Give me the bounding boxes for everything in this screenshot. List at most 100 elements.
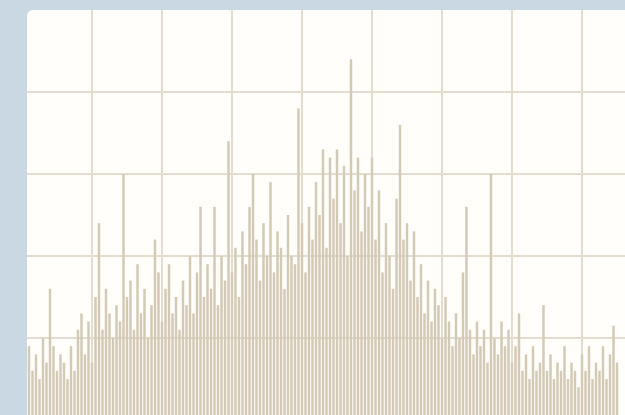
- bar: [363, 174, 367, 415]
- bar: [227, 141, 230, 415]
- bar: [545, 370, 549, 415]
- bar: [486, 362, 489, 415]
- bar: [52, 346, 55, 415]
- bar: [524, 354, 528, 415]
- bar: [398, 124, 402, 415]
- bar: [38, 379, 41, 415]
- bar: [412, 231, 416, 415]
- bar: [146, 338, 150, 415]
- bar: [419, 264, 423, 415]
- bar: [573, 370, 577, 415]
- bar: [143, 288, 146, 415]
- bar: [69, 346, 73, 415]
- bar: [129, 280, 132, 415]
- bar: [475, 321, 479, 415]
- bar: [83, 354, 87, 415]
- bar: [174, 297, 178, 415]
- bar: [531, 346, 535, 415]
- bar: [286, 215, 290, 415]
- bar: [62, 362, 66, 415]
- bar: [237, 297, 241, 415]
- bar: [542, 305, 545, 415]
- bar: [356, 157, 360, 415]
- bar: [213, 206, 216, 415]
- bar: [311, 239, 314, 415]
- bar: [447, 321, 451, 415]
- bar: [353, 190, 356, 415]
- bar: [360, 231, 363, 415]
- bar: [489, 174, 493, 415]
- bar: [265, 256, 269, 415]
- bar: [458, 338, 461, 415]
- bar: [300, 223, 304, 415]
- bar: [234, 247, 237, 415]
- bar: [615, 362, 619, 415]
- bar: [566, 379, 570, 415]
- bar: [580, 354, 584, 415]
- bar: [115, 305, 118, 415]
- bar: [206, 264, 209, 415]
- bar: [185, 305, 188, 415]
- plot-area: [27, 10, 625, 415]
- bar: [440, 338, 444, 415]
- bar: [479, 346, 482, 415]
- bar: [367, 206, 370, 415]
- bar: [132, 329, 136, 415]
- bar: [370, 157, 374, 415]
- bar: [41, 338, 45, 415]
- bar: [262, 223, 265, 415]
- bar: [346, 256, 349, 415]
- bar: [34, 354, 38, 415]
- bar: [139, 313, 143, 415]
- bar: [307, 206, 311, 415]
- bar: [510, 362, 514, 415]
- bar: [374, 239, 377, 415]
- bar: [27, 346, 31, 415]
- bar: [444, 297, 447, 415]
- bar: [591, 379, 594, 415]
- bar: [342, 165, 346, 415]
- bar: [87, 321, 90, 415]
- bar: [90, 362, 94, 415]
- bar: [423, 313, 426, 415]
- bar: [605, 379, 608, 415]
- bar: [416, 297, 419, 415]
- bar: [339, 223, 342, 415]
- bar: [318, 215, 321, 415]
- bar: [570, 362, 573, 415]
- bar: [150, 305, 153, 415]
- bar: [535, 370, 538, 415]
- bar: [45, 362, 48, 415]
- bar: [325, 247, 328, 415]
- bar: [395, 198, 398, 415]
- bar: [426, 280, 430, 415]
- bar: [223, 280, 227, 415]
- bar: [314, 182, 318, 415]
- bar: [377, 190, 381, 415]
- bar: [472, 354, 475, 415]
- bar: [290, 256, 293, 415]
- bar: [48, 288, 52, 415]
- bar: [507, 329, 510, 415]
- bar: [405, 223, 409, 415]
- bar: [388, 256, 391, 415]
- bar: [230, 272, 234, 415]
- bar: [612, 325, 615, 415]
- bar: [402, 239, 405, 415]
- bar: [279, 247, 283, 415]
- bar: [598, 370, 601, 415]
- bar: [384, 223, 388, 415]
- bar: [153, 239, 157, 415]
- bar: [258, 280, 262, 415]
- bar: [528, 379, 531, 415]
- bar: [304, 272, 307, 415]
- bar: [272, 272, 276, 415]
- bar: [587, 346, 591, 415]
- bar: [514, 346, 517, 415]
- bar: [328, 157, 332, 415]
- bar: [451, 346, 454, 415]
- bar: [601, 346, 605, 415]
- bar: [76, 329, 80, 415]
- bar: [521, 370, 524, 415]
- bar: [493, 338, 496, 415]
